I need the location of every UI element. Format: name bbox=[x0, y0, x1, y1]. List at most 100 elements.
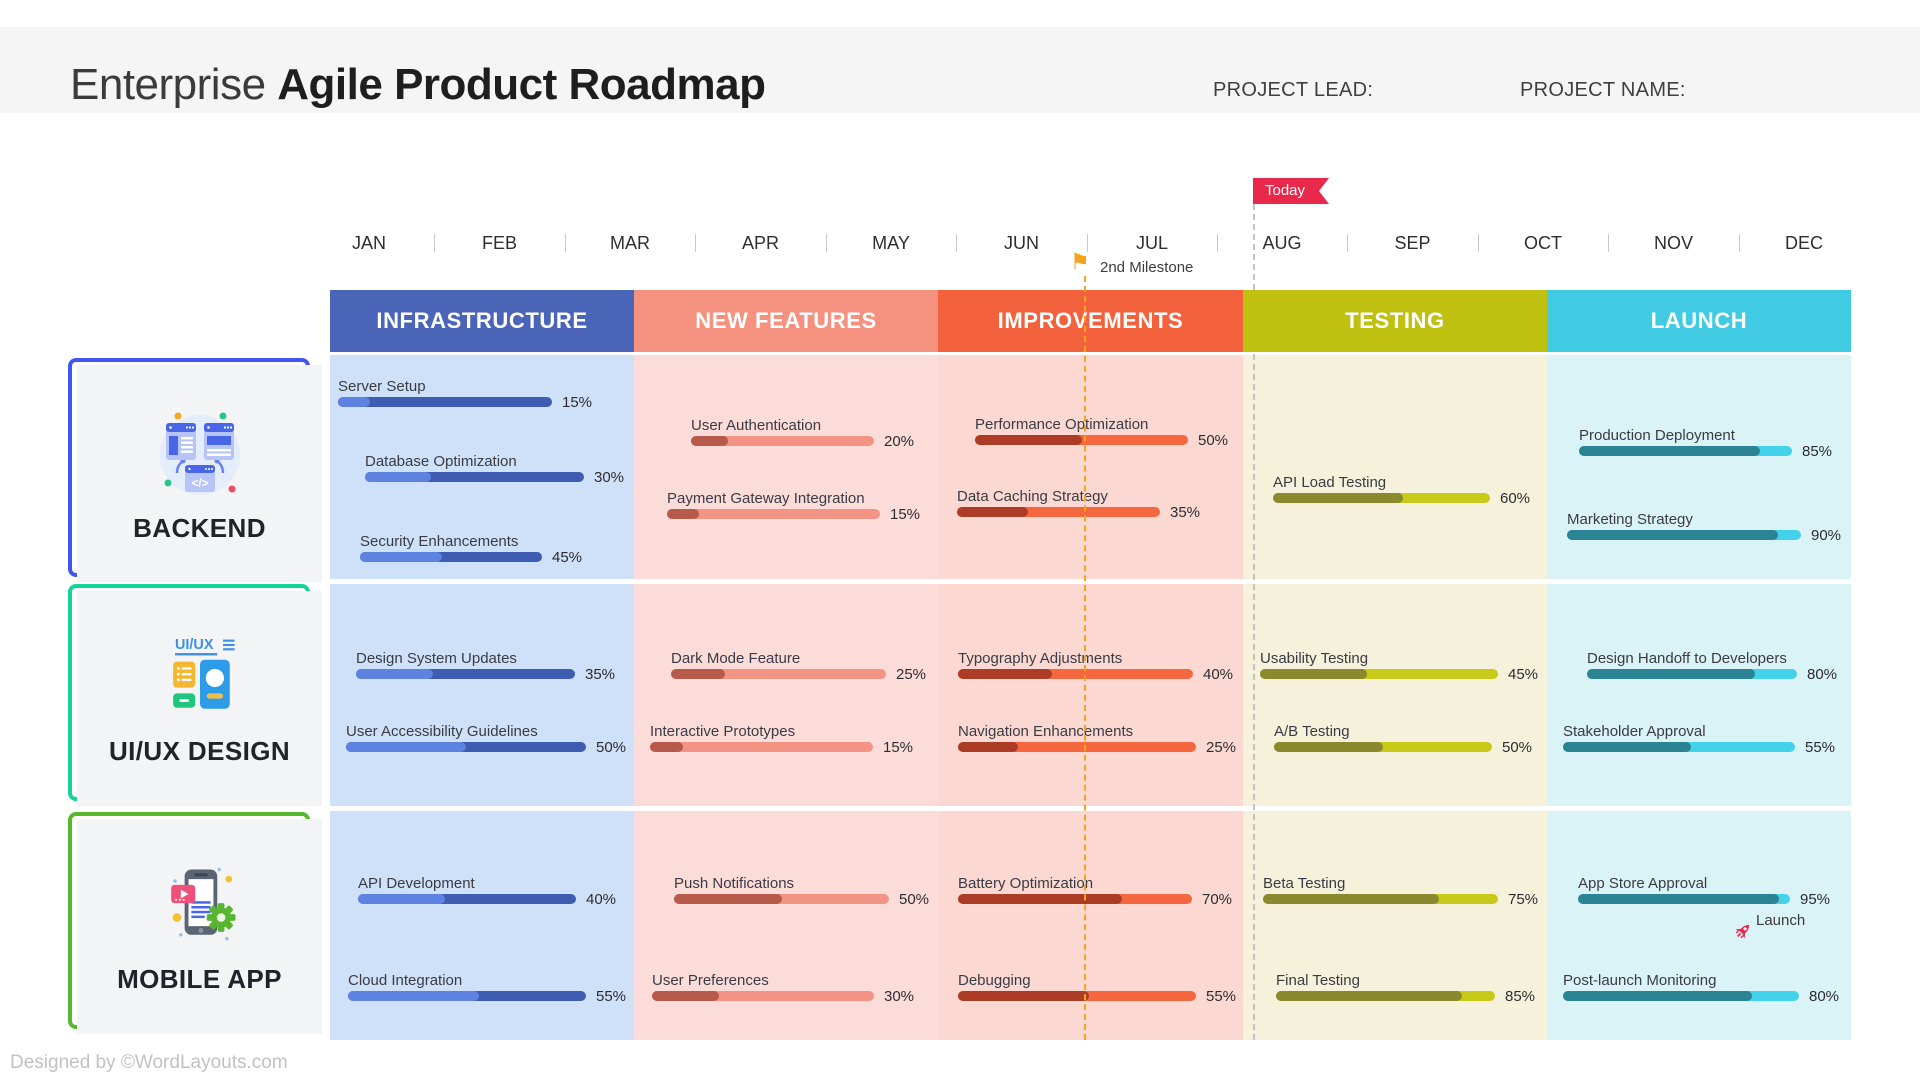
task-progress-bar bbox=[338, 397, 552, 407]
task-progress-fill bbox=[1579, 446, 1760, 456]
task-percent: 25% bbox=[896, 666, 927, 683]
task-progress-bar bbox=[1578, 894, 1790, 904]
task-progress-bar bbox=[958, 894, 1192, 904]
task-percent: 45% bbox=[1508, 666, 1539, 683]
task-progress-fill bbox=[958, 742, 1018, 752]
task-progress-bar bbox=[1567, 530, 1801, 540]
month-label-sep: SEP bbox=[1394, 233, 1431, 253]
task-progress-bar bbox=[1579, 446, 1792, 456]
roadmap-cell-ui-ux-design-testing: Usability Testing 45% A/B Testing 50% bbox=[1243, 584, 1547, 806]
uiux-design-icon: UI/UX bbox=[172, 637, 235, 709]
month-label-jan: JAN bbox=[351, 233, 386, 253]
task-progress-bar bbox=[358, 894, 576, 904]
track-card-body: MOBILE APP bbox=[77, 819, 322, 1034]
task-percent: 50% bbox=[596, 739, 627, 756]
track-label-backend: BACKEND bbox=[133, 513, 266, 543]
task-progress-fill bbox=[356, 669, 433, 679]
month-label-oct: OCT bbox=[1524, 233, 1562, 253]
roadmap-cell-mobile-app-new-features: Push Notifications 50% User Preferences 30% bbox=[634, 811, 938, 1040]
task-label-database-optimization: Database Optimization bbox=[365, 453, 517, 470]
footer-credit: Designed by ©WordLayouts.com bbox=[10, 1052, 288, 1073]
task-progress-bar bbox=[1260, 669, 1498, 679]
task-percent: 30% bbox=[594, 469, 625, 486]
roadmap-grid: Server Setup 15% Database Optimization 30% S… bbox=[330, 0, 1851, 1080]
task-label-user-accessibility-guidelines: User Accessibility Guidelines bbox=[346, 723, 538, 740]
task-label-user-authentication: User Authentication bbox=[691, 417, 822, 434]
month-label-feb: FEB bbox=[481, 233, 517, 253]
today-ribbon: Today bbox=[1253, 178, 1329, 204]
task-label-typography-adjustments: Typography Adjustments bbox=[958, 650, 1123, 667]
backend-servers-icon: </> bbox=[159, 412, 240, 495]
task-progress-bar bbox=[1563, 991, 1799, 1001]
task-progress-bar bbox=[1276, 991, 1495, 1001]
project-lead-label: PROJECT LEAD: bbox=[1213, 79, 1374, 101]
task-percent: 50% bbox=[899, 891, 930, 908]
task-label-production-deployment: Production Deployment bbox=[1579, 427, 1735, 444]
month-tick bbox=[1347, 234, 1348, 252]
phase-header-improvements: IMPROVEMENTS bbox=[938, 290, 1243, 352]
task-percent: 80% bbox=[1807, 666, 1838, 683]
task-percent: 25% bbox=[1206, 739, 1237, 756]
task-label-stakeholder-approval: Stakeholder Approval bbox=[1563, 723, 1706, 740]
task-progress-fill bbox=[1273, 493, 1403, 503]
task-progress-bar bbox=[1274, 742, 1492, 752]
task-percent: 55% bbox=[1206, 988, 1237, 1005]
task-progress-bar bbox=[667, 509, 880, 519]
svg-text:UI/UX: UI/UX bbox=[175, 637, 214, 653]
task-label-api-load-testing: API Load Testing bbox=[1273, 474, 1387, 491]
task-progress-bar bbox=[691, 436, 874, 446]
task-progress-fill bbox=[958, 894, 1122, 904]
task-percent: 75% bbox=[1508, 891, 1539, 908]
month-tick bbox=[565, 234, 566, 252]
today-marker-line bbox=[1253, 204, 1255, 1040]
roadmap-cell-ui-ux-design-infrastructure: Design System Updates 35% User Accessibili… bbox=[330, 584, 634, 806]
task-progress-bar bbox=[1587, 669, 1797, 679]
task-progress-fill bbox=[958, 669, 1052, 679]
track-card-uiux: UI/UX UI/UX DESIGN bbox=[68, 584, 322, 806]
task-percent: 35% bbox=[585, 666, 616, 683]
header-band bbox=[0, 27, 1920, 113]
months-row: JAN FEB MAR APR MAY JUN JUL AUG SEP OCT NOV DEC bbox=[304, 228, 1869, 258]
task-progress-fill bbox=[1260, 669, 1367, 679]
project-name-label: PROJECT NAME: bbox=[1520, 79, 1686, 101]
task-label-app-store-approval: App Store Approval bbox=[1578, 875, 1708, 892]
roadmap-cell-mobile-app-infrastructure: API Development 40% Cloud Integration 55% bbox=[330, 811, 634, 1040]
task-progress-bar bbox=[958, 742, 1196, 752]
task-progress-bar bbox=[1273, 493, 1490, 503]
task-progress-bar bbox=[674, 894, 889, 904]
month-label-mar: MAR bbox=[610, 233, 650, 253]
task-progress-fill bbox=[346, 742, 466, 752]
roadmap-cell-ui-ux-design-new-features: Dark Mode Feature 25% Interactive Prototyp… bbox=[634, 584, 938, 806]
task-progress-fill bbox=[1274, 742, 1383, 752]
task-progress-fill bbox=[1563, 742, 1691, 752]
task-percent: 15% bbox=[562, 394, 593, 411]
task-progress-fill bbox=[691, 436, 728, 446]
task-progress-fill bbox=[667, 509, 699, 519]
task-label-a-b-testing: A/B Testing bbox=[1274, 723, 1350, 740]
task-progress-bar bbox=[652, 991, 874, 1001]
task-percent: 20% bbox=[884, 433, 915, 450]
track-label-mobile: MOBILE APP bbox=[117, 964, 282, 994]
month-label-dec: DEC bbox=[1784, 233, 1823, 253]
month-label-nov: NOV bbox=[1653, 233, 1693, 253]
phase-header-infrastructure: INFRASTRUCTURE bbox=[330, 290, 634, 352]
task-label-interactive-prototypes: Interactive Prototypes bbox=[650, 723, 796, 740]
month-tick bbox=[1217, 234, 1218, 252]
task-percent: 85% bbox=[1802, 443, 1833, 460]
task-label-marketing-strategy: Marketing Strategy bbox=[1567, 511, 1693, 528]
month-label-jun: JUN bbox=[1004, 233, 1039, 253]
task-progress-fill bbox=[650, 742, 683, 752]
roadmap-cell-backend-improvements: Performance Optimization 50% Data Caching … bbox=[938, 355, 1243, 579]
month-label-aug: AUG bbox=[1262, 233, 1302, 253]
month-tick bbox=[434, 234, 435, 252]
task-progress-bar bbox=[1563, 742, 1795, 752]
task-progress-fill bbox=[360, 552, 442, 562]
month-tick bbox=[1739, 234, 1740, 252]
month-tick bbox=[695, 234, 696, 252]
task-progress-bar bbox=[348, 991, 586, 1001]
task-label-server-setup: Server Setup bbox=[338, 378, 426, 395]
page-title-bold: Agile Product Roadmap bbox=[277, 60, 766, 109]
track-card-backend: </> BACKEND bbox=[68, 358, 322, 582]
task-progress-bar bbox=[365, 472, 584, 482]
task-label-dark-mode-feature: Dark Mode Feature bbox=[671, 650, 801, 667]
